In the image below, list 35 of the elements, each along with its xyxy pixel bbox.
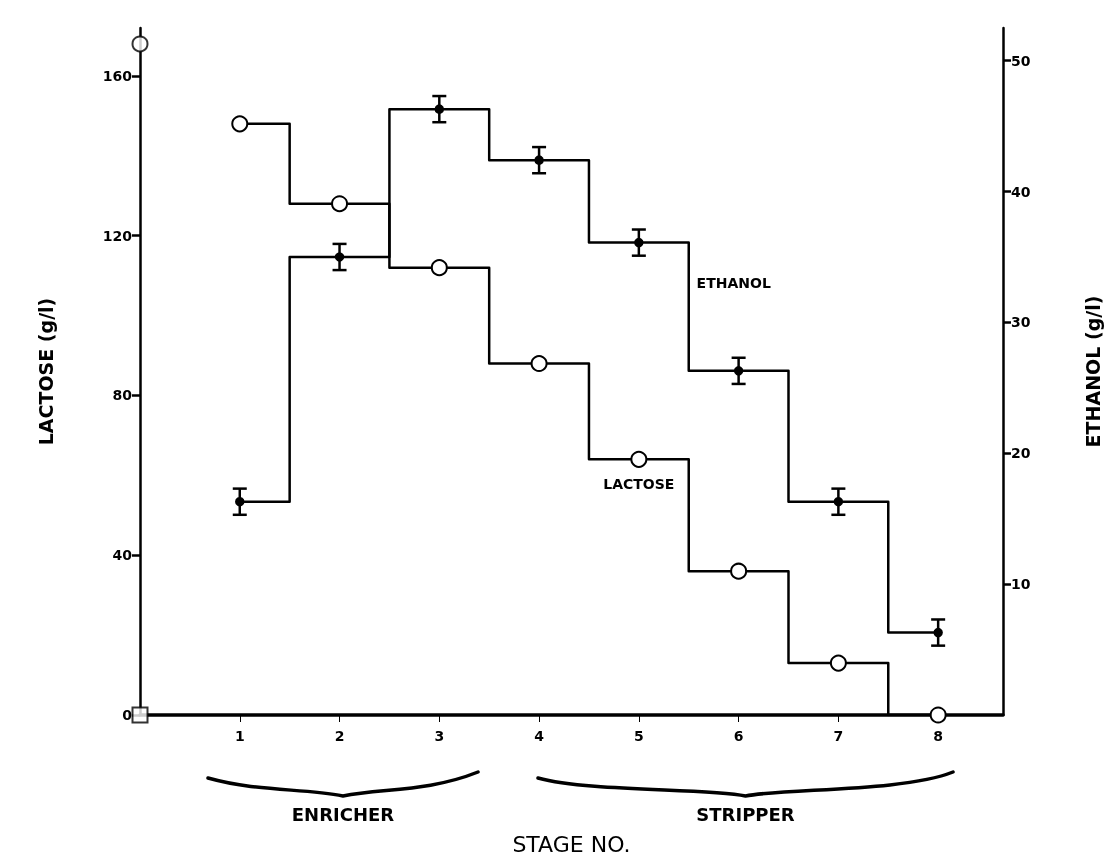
point [829, 654, 847, 672]
text: STRIPPER [695, 804, 796, 825]
x-tick-label: 8 [933, 728, 944, 744]
y2-tick-label: 30 [1011, 314, 1031, 331]
x-tick-label: 6 [733, 728, 744, 744]
y2-axis-title: ETHANOL (g/l) [1081, 295, 1104, 448]
x-tick-label: 3 [434, 728, 445, 744]
y-tick-label: 40 [112, 547, 133, 564]
x-tick-label: 5 [633, 728, 644, 744]
point [630, 450, 648, 468]
x-tick-label: 2 [334, 728, 345, 744]
x-tick-label: 7 [833, 728, 844, 744]
series-label: LACTOSE [603, 475, 675, 492]
y-tick-label: 160 [102, 67, 133, 84]
y2-tick-label: 10 [1011, 576, 1031, 593]
point [131, 35, 149, 53]
y-tick-label: 120 [102, 227, 133, 244]
point [131, 706, 149, 724]
y-tick-label: 80 [112, 387, 133, 404]
point [331, 195, 349, 213]
x-tick-label: 4 [534, 728, 545, 744]
point [730, 562, 748, 580]
text: ENRICHER [290, 804, 396, 825]
point [430, 259, 448, 277]
point [530, 355, 548, 373]
y2-tick-label: 20 [1011, 445, 1031, 462]
x-axis-title: STAGE NO. [512, 831, 631, 857]
x-tick-label: 1 [234, 728, 245, 744]
series-label: ETHANOL [696, 274, 771, 291]
y2-tick-label: 40 [1011, 183, 1031, 200]
y2-tick-label: 50 [1011, 52, 1031, 69]
y-axis-title: LACTOSE (g/l) [34, 297, 57, 446]
y-tick-label: 0 [122, 707, 133, 723]
point [929, 706, 947, 724]
point [231, 115, 249, 133]
